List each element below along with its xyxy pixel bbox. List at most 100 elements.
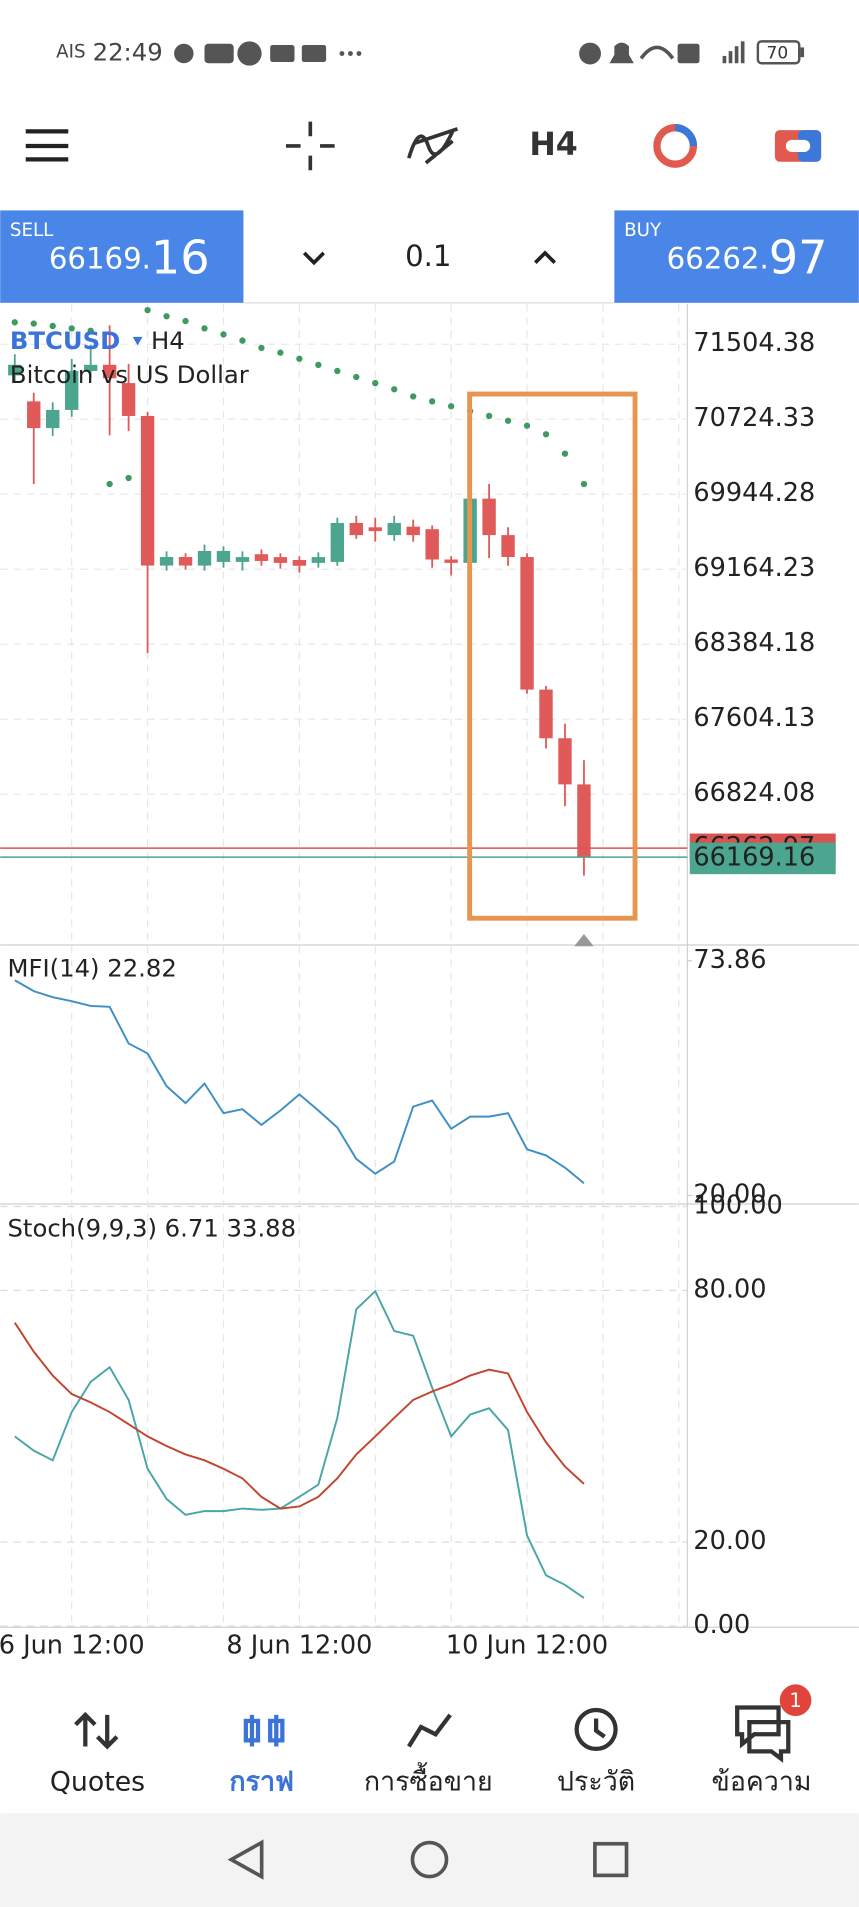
sar-dot — [30, 320, 37, 327]
sar-dot — [561, 450, 569, 457]
sar-dot — [239, 337, 246, 344]
timeframe-button[interactable]: H4 — [529, 127, 577, 163]
badge-count: 1 — [789, 1689, 801, 1712]
sar-dot — [353, 373, 360, 381]
chart-timeframe: H4 — [151, 326, 185, 355]
one-click-button[interactable] — [653, 124, 698, 168]
buy-label: BUY — [624, 220, 662, 241]
nav-chart[interactable]: กราฟ — [229, 1766, 294, 1797]
candle-body — [425, 529, 439, 560]
candle-body — [520, 557, 534, 690]
sar-dot — [163, 313, 170, 320]
stoch-title: Stoch(9,9,3) 6.71 33.88 — [7, 1214, 296, 1243]
system-buttons[interactable] — [227, 1839, 629, 1880]
y-tick-label: 67604.13 — [693, 703, 815, 733]
sar-dot — [542, 431, 550, 438]
nav-messages[interactable]: ข้อความ — [712, 1766, 812, 1797]
sell-button[interactable] — [0, 210, 244, 303]
sar-dot — [11, 319, 18, 326]
y-tick-label: 80.00 — [693, 1274, 766, 1304]
candle-body — [140, 415, 155, 566]
sar-dot — [87, 327, 94, 334]
last-bar-marker — [574, 934, 594, 947]
candle-body — [482, 498, 496, 536]
candle-body — [292, 559, 307, 566]
sell-label: SELL — [10, 220, 54, 241]
sar-dot — [447, 403, 455, 410]
candle-body — [216, 550, 231, 562]
sar-dot — [315, 361, 322, 369]
sar-dot — [125, 474, 132, 482]
candle-body — [65, 370, 79, 410]
system-nav — [0, 1813, 859, 1907]
plot-area: 71504.38 70724.33 69944.28 69164.23 68384.18… — [0, 304, 815, 1661]
y-tick-label: 20.00 — [693, 1526, 766, 1556]
sar-dot — [258, 344, 265, 352]
y-tick-label: 69164.23 — [693, 553, 815, 583]
sar-dot — [372, 379, 379, 387]
y-tick-label: 69944.28 — [693, 478, 815, 508]
lot-size[interactable]: 0.1 — [405, 239, 451, 273]
menu-button[interactable] — [25, 129, 69, 162]
symbol[interactable]: BTCUSD — [10, 326, 120, 355]
y-tick-label: 70724.33 — [693, 403, 815, 433]
crosshair-button[interactable] — [285, 121, 335, 171]
candle-body — [349, 522, 363, 536]
candle-body — [8, 364, 22, 376]
buy-button[interactable] — [614, 210, 859, 303]
indicator-line — [14, 1289, 585, 1599]
sar-dot — [580, 480, 588, 488]
sar-dot — [144, 306, 151, 314]
candle-body — [102, 364, 117, 379]
sar-dot — [220, 331, 227, 338]
candle-body — [311, 557, 326, 563]
candle-body — [121, 383, 136, 416]
sar-dot — [391, 386, 398, 393]
lot-down[interactable] — [302, 251, 325, 266]
lot-up[interactable] — [534, 250, 557, 264]
candle-body — [368, 527, 382, 532]
nav-quotes[interactable]: Quotes — [50, 1766, 145, 1797]
candle-body — [178, 557, 193, 566]
candle-body — [159, 557, 174, 566]
sar-dot — [429, 398, 436, 405]
x-tick-label: 10 Jun 12:00 — [446, 1631, 608, 1661]
sar-dot — [277, 349, 284, 356]
sar-dot — [201, 325, 208, 332]
indicators-button[interactable] — [407, 127, 459, 165]
y-tick-label: 73.86 — [693, 945, 766, 975]
highlight-box — [467, 391, 638, 921]
buy-price: 66262.97 — [667, 230, 828, 284]
y-tick-label: 68384.18 — [693, 628, 815, 658]
symbol-dropdown[interactable] — [132, 336, 143, 346]
y-tick-label: 100.00 — [693, 1190, 782, 1220]
nav-history[interactable]: ประวัติ — [557, 1766, 635, 1797]
trade-button[interactable] — [774, 130, 822, 162]
status-icons — [174, 40, 805, 66]
bottom-nav — [0, 1672, 859, 1814]
sar-dot — [410, 393, 417, 400]
candle-body — [197, 550, 212, 566]
sell-price: 66169.16 — [49, 230, 210, 284]
candle-body — [330, 522, 345, 562]
x-tick-label: 8 Jun 12:00 — [226, 1631, 372, 1661]
mfi-title: MFI(14) 22.82 — [7, 953, 176, 982]
y-tick-label: 71504.38 — [693, 328, 815, 358]
candle-body — [406, 526, 420, 536]
indicator-line — [14, 979, 585, 1184]
bid-tag-label: 66169.16 — [693, 842, 815, 872]
clock: 22:49 — [93, 38, 163, 67]
candle-body — [46, 409, 60, 429]
candle-body — [235, 557, 250, 562]
y-tick-label: 66824.08 — [693, 778, 815, 808]
chart-marks: 66262.9766169.16 — [0, 306, 836, 1599]
nav-icons — [74, 1705, 791, 1763]
sar-dot — [182, 317, 189, 325]
candle-body — [83, 364, 98, 371]
nav-trade[interactable]: การซื้อขาย — [364, 1762, 493, 1797]
carrier: AIS — [56, 41, 85, 62]
sar-dot — [49, 322, 56, 330]
